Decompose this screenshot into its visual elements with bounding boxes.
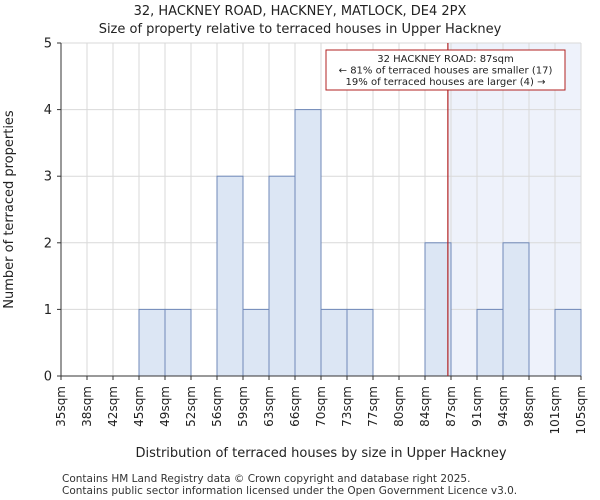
y-tick-label: 2	[44, 236, 52, 251]
x-tick-label: 101sqm	[548, 386, 562, 434]
annotation-box	[325, 49, 566, 91]
x-tick-label: 38sqm	[80, 386, 94, 427]
y-tick-label: 4	[44, 103, 52, 118]
bar	[242, 308, 270, 377]
x-tick-label: 80sqm	[392, 386, 406, 427]
x-tick-label: 35sqm	[54, 386, 68, 427]
bar	[346, 308, 374, 377]
x-tick-label: 70sqm	[314, 386, 328, 427]
chart-subtitle: Size of property relative to terraced ho…	[98, 22, 502, 37]
bar	[554, 308, 582, 377]
chart-title: 32, HACKNEY ROAD, HACKNEY, MATLOCK, DE4 …	[133, 4, 467, 19]
x-tick-label: 42sqm	[106, 386, 120, 427]
x-tick-label: 56sqm	[210, 386, 224, 427]
x-tick-label: 63sqm	[262, 386, 276, 427]
bar	[502, 242, 530, 377]
bar	[138, 308, 166, 377]
x-tick-label: 84sqm	[418, 386, 432, 427]
y-tick-label: 5	[44, 37, 52, 52]
x-tick-label: 52sqm	[184, 386, 198, 427]
bar	[476, 308, 504, 377]
bar	[164, 308, 192, 377]
annotation-text: ← 81% of terraced houses are smaller (17…	[339, 66, 553, 77]
y-tick-label: 1	[44, 303, 52, 318]
annotation-text: 32 HACKNEY ROAD: 87sqm	[377, 54, 513, 65]
x-tick-label: 91sqm	[470, 386, 484, 427]
bar	[424, 242, 452, 377]
footer-line-1: Contains HM Land Registry data © Crown c…	[62, 473, 471, 485]
bar	[294, 109, 322, 377]
x-axis-label: Distribution of terraced houses by size …	[135, 446, 506, 461]
x-tick-label: 49sqm	[158, 386, 172, 427]
x-tick-label: 98sqm	[522, 386, 536, 427]
y-tick-label: 0	[44, 370, 52, 385]
x-tick-label: 45sqm	[132, 386, 146, 427]
x-tick-label: 73sqm	[340, 386, 354, 427]
bar	[320, 308, 348, 377]
footer-line-2: Contains public sector information licen…	[62, 485, 518, 497]
annotation-text: 19% of terraced houses are larger (4) →	[346, 77, 546, 88]
bar	[216, 175, 244, 377]
x-tick-label: 94sqm	[496, 386, 510, 427]
y-axis-label: Number of terraced properties	[2, 110, 17, 309]
x-tick-label: 87sqm	[444, 386, 458, 427]
x-tick-label: 59sqm	[236, 386, 250, 427]
x-tick-label: 77sqm	[366, 386, 380, 427]
y-tick-label: 3	[44, 170, 52, 185]
bar	[268, 175, 296, 377]
x-tick-label: 66sqm	[288, 386, 302, 427]
x-tick-label: 105sqm	[574, 386, 588, 434]
